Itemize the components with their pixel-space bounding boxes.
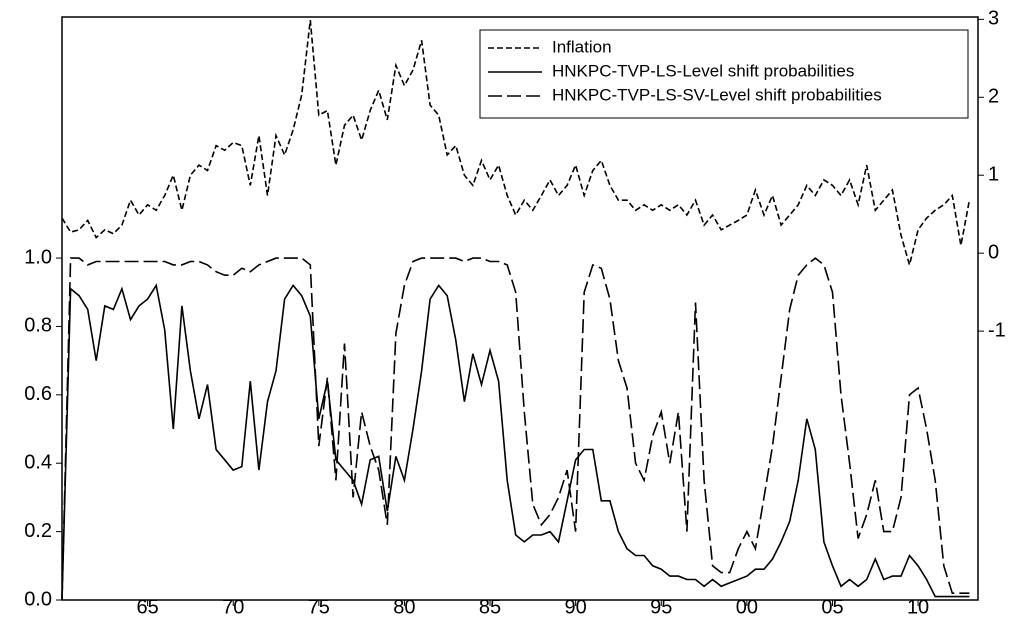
x-tick-label: 70 xyxy=(222,596,244,615)
series-line xyxy=(61,257,970,601)
plot-frame xyxy=(61,16,979,601)
x-tick-label: 05 xyxy=(821,596,843,615)
y-tick-label: 1.0 xyxy=(24,246,52,268)
x-tick-label: 75 xyxy=(308,596,330,615)
x-tick-label: 90 xyxy=(565,596,587,615)
y2-tick-label: 2 xyxy=(988,86,999,108)
x-tick-label: 80 xyxy=(393,596,415,615)
x-tick-label: 00 xyxy=(736,596,758,615)
legend-label: HNKPC-TVP-LS-Level shift probabilities xyxy=(552,61,854,80)
legend-label: Inflation xyxy=(552,37,612,56)
y-tick-label: 0.6 xyxy=(24,383,52,405)
y-tick-label: 0.4 xyxy=(24,452,52,474)
legend-box xyxy=(479,29,969,119)
x-tick-label: 85 xyxy=(479,596,501,615)
y-tick-label: 0.8 xyxy=(24,315,52,337)
x-tick-label: 65 xyxy=(136,596,158,615)
y2-tick-label: 0 xyxy=(988,241,999,263)
y2-tick-label: 3 xyxy=(988,8,999,30)
x-tick-label: 95 xyxy=(650,596,672,615)
x-tick-label: 10 xyxy=(907,596,929,615)
y2-tick-label: -1 xyxy=(988,319,1006,341)
series-line xyxy=(61,20,971,269)
series-line xyxy=(61,283,970,601)
y-tick-label: 0.0 xyxy=(24,588,52,610)
y-tick-label: 0.2 xyxy=(24,520,52,542)
y2-tick-label: 1 xyxy=(988,164,999,186)
legend-label: HNKPC-TVP-LS-SV-Level shift probabilitie… xyxy=(552,85,882,104)
